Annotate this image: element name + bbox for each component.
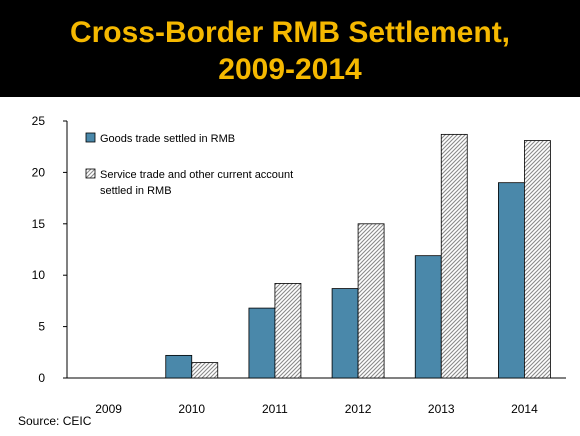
- legend-label-service: Service trade and other current account: [100, 169, 293, 181]
- y-tick-label: 10: [32, 268, 46, 282]
- bar-service-2011: [274, 283, 302, 379]
- legend-swatch-goods: [85, 132, 96, 143]
- x-tick-label: 2009: [95, 402, 122, 416]
- chart-title: Cross-Border RMB Settlement, 2009-2014: [0, 14, 580, 88]
- y-tick-label: 0: [38, 371, 45, 385]
- bar-service-2013: [440, 133, 468, 379]
- legend-swatch-service: [85, 168, 96, 179]
- chart-title-line2: 2009-2014: [218, 53, 362, 86]
- title-banner: Cross-Border RMB Settlement, 2009-2014: [0, 0, 580, 97]
- chart-title-line1: Cross-Border RMB Settlement,: [69, 16, 511, 49]
- x-tick-label: 2013: [428, 402, 455, 416]
- chart-area: [0, 97, 580, 436]
- bar-goods-2012: [331, 288, 359, 379]
- y-tick-label: 15: [32, 217, 46, 231]
- bar-goods-2014: [498, 182, 525, 379]
- legend-label-goods: Goods trade settled in RMB: [100, 133, 235, 145]
- bar-goods-2011: [248, 307, 276, 379]
- x-tick-label: 2010: [178, 402, 205, 416]
- y-tick-label: 20: [32, 165, 46, 179]
- y-tick-label: 25: [32, 114, 46, 128]
- bar-goods-2013: [414, 255, 442, 379]
- x-tick-label: 2012: [345, 402, 372, 416]
- bar-service-2014: [524, 140, 551, 379]
- y-tick-label: 5: [38, 320, 45, 334]
- bar-service-2010: [191, 362, 219, 379]
- bar-service-2012: [357, 223, 385, 379]
- source-note: Source: CEIC: [18, 414, 92, 428]
- bar-goods-2010: [165, 354, 193, 379]
- x-tick-label: 2011: [262, 402, 288, 416]
- x-tick-label: 2014: [511, 402, 538, 416]
- legend-label-service: settled in RMB: [100, 185, 172, 197]
